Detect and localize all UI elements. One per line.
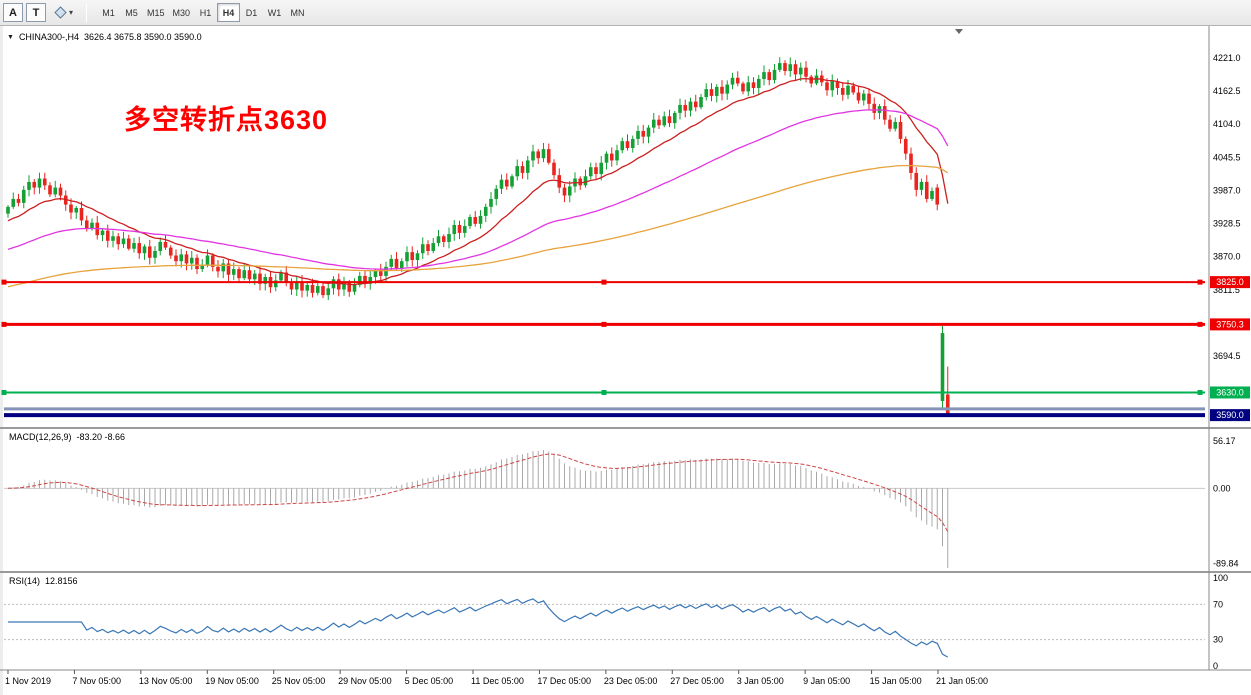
text-style-button[interactable]: T bbox=[26, 3, 46, 22]
svg-text:56.17: 56.17 bbox=[1213, 436, 1236, 446]
window-left-edge bbox=[0, 26, 3, 695]
svg-text:100: 100 bbox=[1213, 573, 1228, 583]
svg-text:3694.5: 3694.5 bbox=[1213, 351, 1241, 361]
price-badges: 3825.0 3750.3 3630.0 3590.0 bbox=[1210, 276, 1250, 422]
svg-text:3590.0: 3590.0 bbox=[1216, 410, 1244, 420]
toolbar-separator bbox=[86, 3, 88, 22]
rsi-title: RSI(14) bbox=[9, 576, 41, 586]
annotation-text[interactable]: 多空转折点3630 bbox=[124, 105, 329, 135]
svg-text:3987.0: 3987.0 bbox=[1213, 185, 1241, 195]
toolbar: A T ▾ M1 M5 M15 M30 H1 H4 D1 W1 MN bbox=[0, 0, 1251, 26]
svg-text:11 Dec 05:00: 11 Dec 05:00 bbox=[471, 676, 524, 686]
timeframe-h4-button[interactable]: H4 bbox=[217, 3, 241, 22]
timeframe-d1-button[interactable]: D1 bbox=[240, 3, 263, 22]
svg-text:3750.3: 3750.3 bbox=[1216, 319, 1244, 329]
svg-text:0.00: 0.00 bbox=[1213, 483, 1231, 493]
macd-histogram bbox=[12, 450, 949, 568]
chart-canvas[interactable]: 4221.0 4162.5 4104.0 4045.5 3987.0 3928.5 3870… bbox=[0, 26, 1251, 695]
svg-text:29 Nov 05:00: 29 Nov 05:00 bbox=[338, 676, 392, 686]
candlestick-series bbox=[6, 57, 950, 416]
timeframe-m1-button[interactable]: M1 bbox=[97, 3, 120, 22]
chart-window[interactable]: 4221.0 4162.5 4104.0 4045.5 3987.0 3928.5 3870… bbox=[0, 26, 1251, 695]
svg-text:3630.0: 3630.0 bbox=[1216, 387, 1244, 397]
svg-text:3928.5: 3928.5 bbox=[1213, 219, 1241, 229]
svg-text:1 Nov 2019: 1 Nov 2019 bbox=[5, 676, 51, 686]
svg-text:-89.84: -89.84 bbox=[1213, 559, 1239, 569]
hline-handle[interactable] bbox=[1, 321, 7, 327]
chart-title-row: ▼ CHINA300-,H4 3626.4 3675.8 3590.0 3590… bbox=[7, 32, 202, 42]
svg-text:7 Nov 05:00: 7 Nov 05:00 bbox=[72, 676, 121, 686]
hline-handle[interactable] bbox=[1, 279, 7, 285]
rsi-value: 12.8156 bbox=[45, 576, 78, 586]
hline-handle[interactable] bbox=[601, 321, 607, 327]
rsi-axis[interactable]: 100 70 30 0 bbox=[1213, 573, 1228, 671]
macd-label-row: MACD(12,26,9) -83.20 -8.66 bbox=[9, 432, 125, 442]
macd-values: -83.20 -8.66 bbox=[76, 432, 126, 442]
symbol-title: CHINA300-,H4 bbox=[18, 32, 79, 42]
timeframe-m5-button[interactable]: M5 bbox=[120, 3, 143, 22]
svg-text:17 Dec 05:00: 17 Dec 05:00 bbox=[537, 676, 591, 686]
hline-handle[interactable] bbox=[1197, 389, 1203, 395]
svg-text:13 Nov 05:00: 13 Nov 05:00 bbox=[139, 676, 193, 686]
hline-handle[interactable] bbox=[601, 279, 607, 285]
svg-text:4221.0: 4221.0 bbox=[1213, 53, 1241, 63]
timeframe-w1-button[interactable]: W1 bbox=[263, 3, 286, 22]
ma-mid bbox=[7, 109, 949, 270]
svg-text:19 Nov 05:00: 19 Nov 05:00 bbox=[205, 676, 259, 686]
svg-text:15 Jan 05:00: 15 Jan 05:00 bbox=[870, 676, 922, 686]
timeframe-m15-button[interactable]: M15 bbox=[143, 3, 169, 22]
macd-title: MACD(12,26,9) bbox=[9, 432, 72, 442]
hline-handle[interactable] bbox=[1, 389, 7, 395]
rsi-line bbox=[8, 598, 949, 658]
timeframe-h1-button[interactable]: H1 bbox=[194, 3, 217, 22]
timeframe-m30-button[interactable]: M30 bbox=[169, 3, 195, 22]
hline-handle[interactable] bbox=[1197, 279, 1203, 285]
macd-axis[interactable]: 56.17 0.00 -89.84 bbox=[1213, 436, 1239, 568]
svg-text:30: 30 bbox=[1213, 635, 1223, 645]
svg-text:27 Dec 05:00: 27 Dec 05:00 bbox=[670, 676, 724, 686]
svg-text:5 Dec 05:00: 5 Dec 05:00 bbox=[405, 676, 454, 686]
svg-text:3825.0: 3825.0 bbox=[1216, 277, 1244, 287]
rsi-label-row: RSI(14) 12.8156 bbox=[9, 576, 78, 586]
svg-text:25 Nov 05:00: 25 Nov 05:00 bbox=[272, 676, 326, 686]
scroll-to-end-marker bbox=[955, 29, 963, 34]
timeframe-mn-button[interactable]: MN bbox=[286, 3, 309, 22]
collapse-triangle-icon: ▼ bbox=[7, 33, 14, 41]
svg-text:3811.5: 3811.5 bbox=[1213, 285, 1240, 295]
svg-text:4162.5: 4162.5 bbox=[1213, 86, 1241, 96]
svg-text:0: 0 bbox=[1213, 661, 1218, 671]
hline-handle[interactable] bbox=[601, 389, 607, 395]
price-axis[interactable]: 4221.0 4162.5 4104.0 4045.5 3987.0 3928.5 3870… bbox=[1213, 53, 1241, 361]
ohlc-readout: 3626.4 3675.8 3590.0 3590.0 bbox=[83, 32, 202, 42]
time-axis[interactable]: 1 Nov 2019 7 Nov 05:00 13 Nov 05:00 19 Nov … bbox=[5, 670, 988, 686]
svg-text:4104.0: 4104.0 bbox=[1213, 119, 1241, 129]
ma-slow bbox=[7, 164, 949, 288]
svg-text:70: 70 bbox=[1213, 599, 1223, 609]
svg-text:3 Jan 05:00: 3 Jan 05:00 bbox=[737, 676, 784, 686]
svg-text:9 Jan 05:00: 9 Jan 05:00 bbox=[803, 676, 850, 686]
svg-text:4045.5: 4045.5 bbox=[1213, 152, 1241, 162]
hline-handle[interactable] bbox=[1197, 321, 1203, 327]
timeframe-group: M1 M5 M15 M30 H1 H4 D1 W1 MN bbox=[97, 3, 309, 22]
cursor-tool-icon bbox=[54, 6, 67, 19]
svg-text:3870.0: 3870.0 bbox=[1213, 252, 1241, 262]
svg-text:23 Dec 05:00: 23 Dec 05:00 bbox=[604, 676, 658, 686]
cursor-tool-dropdown[interactable]: ▾ bbox=[49, 3, 78, 22]
ma-fast bbox=[7, 77, 949, 286]
macd-signal-line bbox=[7, 453, 949, 532]
arrow-style-button[interactable]: A bbox=[3, 3, 23, 22]
chevron-down-icon: ▾ bbox=[69, 8, 74, 17]
svg-text:21 Jan 05:00: 21 Jan 05:00 bbox=[936, 676, 988, 686]
